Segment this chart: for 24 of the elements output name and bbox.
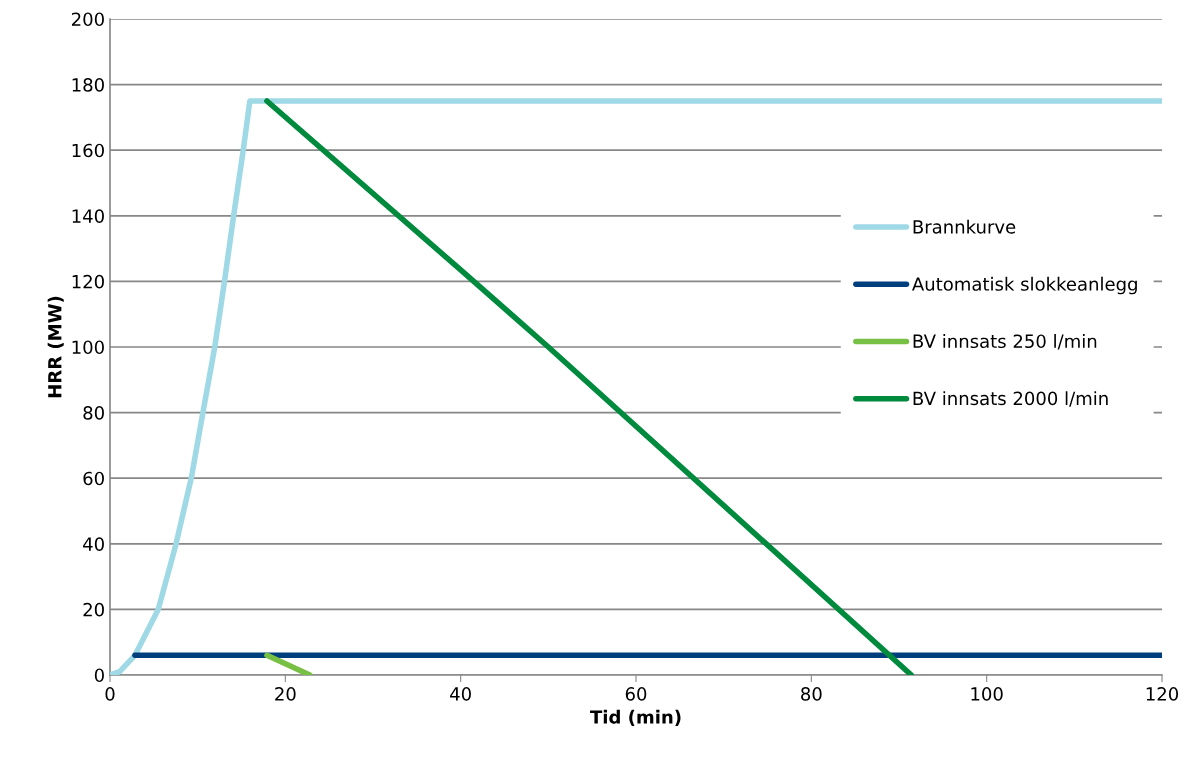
y-tick-label: 80 — [83, 406, 104, 420]
y-tick-label: 200 — [72, 12, 104, 27]
x-tick-label: 80 — [801, 687, 822, 701]
x-tick-label: 60 — [625, 687, 647, 701]
y-tick-label: 140 — [72, 209, 104, 223]
x-tick-label: 40 — [450, 687, 471, 701]
y-tick-label: 120 — [72, 274, 104, 289]
y-tick-label: 20 — [83, 602, 104, 617]
legend-label: BV innsats 2000 l/min — [913, 391, 1108, 407]
y-tick-label: 160 — [72, 143, 104, 158]
x-tick-label: 20 — [275, 687, 296, 701]
x-tick-label: 120 — [1146, 687, 1179, 701]
legend-label: BV innsats 250 l/min — [913, 334, 1097, 350]
y-tick-label: 40 — [83, 537, 104, 551]
x-tick-label: 100 — [971, 687, 1003, 701]
y-tick-label: 60 — [83, 471, 104, 486]
y-axis-title: HRR (MW) — [47, 296, 64, 398]
x-tick-label: 0 — [105, 687, 115, 701]
y-tick-label: 180 — [72, 78, 104, 92]
legend-label: Automatisk slokkeanlegg — [912, 276, 1137, 295]
y-tick-label: 100 — [72, 340, 104, 355]
x-axis-title: Tid (min) — [590, 709, 681, 726]
y-tick-label: 0 — [94, 668, 104, 683]
legend-label: Brannkurve — [913, 219, 1016, 234]
